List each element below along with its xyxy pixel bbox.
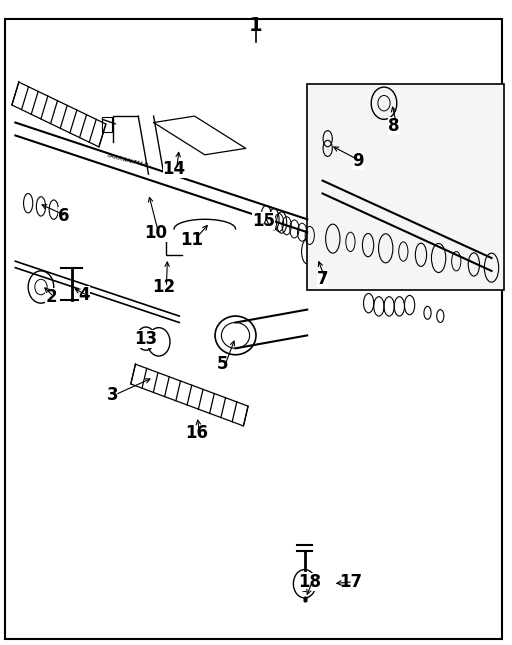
Text: 2: 2 [46,288,57,306]
Text: 11: 11 [181,231,203,249]
Text: 14: 14 [162,160,186,178]
Text: 5: 5 [217,355,228,373]
Bar [307,84,504,290]
Text: 15: 15 [252,212,275,230]
Text: 8: 8 [389,117,400,135]
Bar [102,117,112,132]
Text: 6: 6 [58,207,70,225]
Text: 9: 9 [353,152,364,170]
Text: 1: 1 [249,16,263,35]
Text: 3: 3 [107,386,118,404]
Text: 7: 7 [317,270,328,288]
Text: 16: 16 [186,424,208,442]
Text: 18: 18 [298,573,321,591]
Text: PARR&N/M&B: PARR&N/M&B [106,152,150,168]
Text: 17: 17 [339,573,362,591]
Text: 10: 10 [145,224,167,243]
Text: 13: 13 [134,330,158,348]
Text: 4: 4 [79,286,90,304]
Text: 12: 12 [152,278,176,296]
